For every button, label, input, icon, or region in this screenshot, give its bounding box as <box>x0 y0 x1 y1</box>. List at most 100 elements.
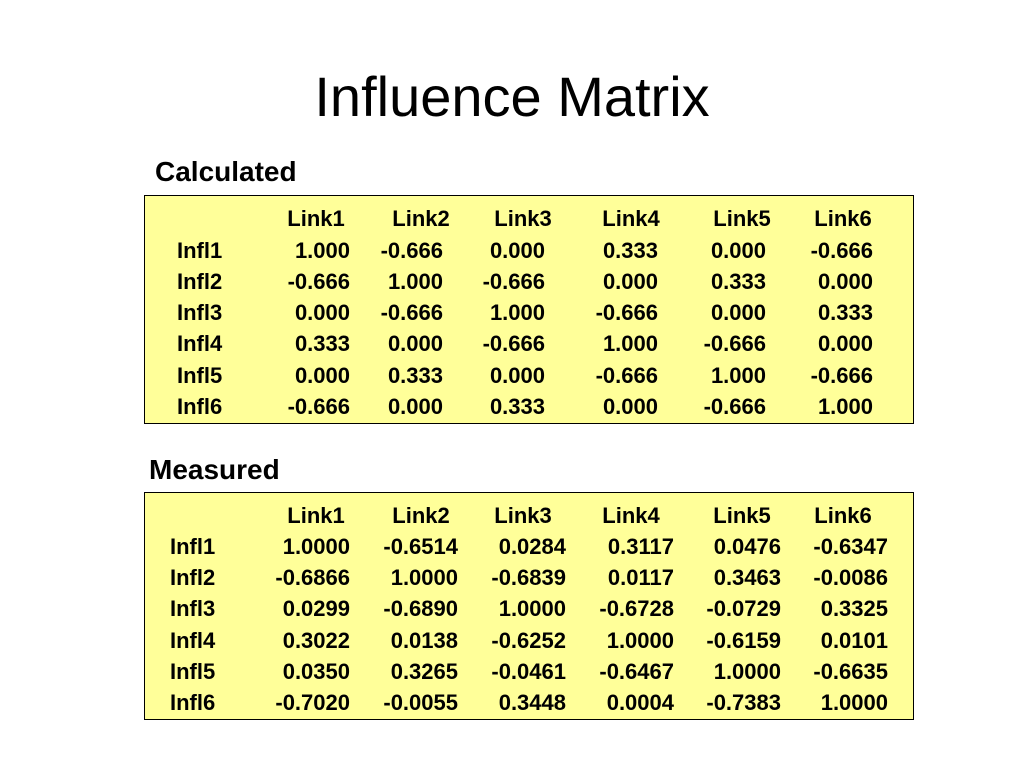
matrix-cell: 0.0117 <box>607 565 674 590</box>
column-header: Link2 <box>392 503 450 528</box>
matrix-cell: 1.000 <box>817 394 873 419</box>
matrix-cell: -0.6159 <box>706 628 781 653</box>
matrix-row: Infl4 0.3022 0.0138 -0.6252 1.0000 -0.6159 0.0… <box>145 625 913 657</box>
matrix-cell: 0.000 <box>294 300 350 325</box>
matrix-cell: 1.000 <box>387 269 443 294</box>
matrix-row: Infl2 -0.666 1.000 -0.666 0.000 0.333 0.000 <box>145 266 913 298</box>
matrix-cell: -0.6728 <box>599 596 674 621</box>
matrix-cell: 1.0000 <box>606 628 674 653</box>
row-label: Infl1 <box>177 238 223 263</box>
matrix-cell: 0.000 <box>387 331 443 356</box>
matrix-cell: 1.0000 <box>820 690 888 715</box>
matrix-cell: -0.666 <box>810 238 873 263</box>
slide-title: Influence Matrix <box>314 65 710 128</box>
matrix-row: Infl2 -0.6866 1.0000 -0.6839 0.0117 0.3463 -0.… <box>145 562 913 594</box>
matrix-cell: -0.666 <box>287 269 350 294</box>
matrix-row: Infl1 1.000 -0.666 0.000 0.333 0.000 -0.666 <box>145 235 913 267</box>
matrix-cell: -0.6467 <box>599 659 674 684</box>
matrix-cell: 0.333 <box>489 394 545 419</box>
matrix-cell: -0.6252 <box>491 628 566 653</box>
matrix-cell: -0.6635 <box>813 659 888 684</box>
column-header: Link3 <box>494 503 552 528</box>
matrix-cell: -0.666 <box>380 238 443 263</box>
matrix-cell: -0.7383 <box>706 690 781 715</box>
matrix-cell: 0.3325 <box>820 596 888 621</box>
matrix-cell: -0.0461 <box>491 659 566 684</box>
matrix-cell: -0.6866 <box>275 565 350 590</box>
column-header: Link3 <box>494 206 552 231</box>
row-label: Infl6 <box>170 690 216 715</box>
matrix-cell: 1.0000 <box>498 596 566 621</box>
matrix-cell: -0.0086 <box>813 565 888 590</box>
row-label: Infl2 <box>177 269 223 294</box>
matrix-row: Infl4 0.333 0.000 -0.666 1.000 -0.666 0.000 <box>145 328 913 360</box>
matrix-cell: -0.7020 <box>275 690 350 715</box>
row-label: Infl4 <box>170 628 216 653</box>
matrix-cell: -0.666 <box>482 331 545 356</box>
matrix-row: Infl3 0.0299 -0.6890 1.0000 -0.6728 -0.0729 0.… <box>145 593 913 625</box>
matrix-row: Infl5 0.0350 0.3265 -0.0461 -0.6467 1.0000 -0.… <box>145 656 913 688</box>
matrix-cell: -0.666 <box>810 363 873 388</box>
matrix-cell: 0.333 <box>387 363 443 388</box>
matrix-cell: 0.000 <box>294 363 350 388</box>
matrix-cell: 0.333 <box>602 238 658 263</box>
matrix-cell: 0.3265 <box>390 659 458 684</box>
row-label: Infl5 <box>177 363 223 388</box>
matrix-cell: 0.000 <box>387 394 443 419</box>
matrix-cell: 1.000 <box>489 300 545 325</box>
matrix-row: Infl3 0.000 -0.666 1.000 -0.666 0.000 0.333 <box>145 297 913 329</box>
matrix-cell: -0.666 <box>482 269 545 294</box>
matrix-cell: 0.000 <box>710 238 766 263</box>
matrix-cell: 0.333 <box>817 300 873 325</box>
row-label: Infl1 <box>170 534 216 559</box>
matrix-cell: -0.6347 <box>813 534 888 559</box>
matrix-row: Infl6 -0.7020 -0.0055 0.3448 0.0004 -0.7383 1.… <box>145 687 913 719</box>
column-header: Link4 <box>602 206 660 231</box>
matrix-cell: 1.0000 <box>282 534 350 559</box>
matrix-cell: 0.3463 <box>713 565 781 590</box>
matrix-header-row: Link1 Link2 Link3 Link4 Link5 Link6 <box>145 203 913 235</box>
matrix-cell: 0.000 <box>817 269 873 294</box>
calculated-label: Calculated <box>155 156 297 187</box>
matrix-cell: -0.666 <box>703 331 766 356</box>
column-header: Link6 <box>814 503 872 528</box>
matrix-cell: 0.0299 <box>282 596 350 621</box>
matrix-cell: -0.0055 <box>383 690 458 715</box>
matrix-cell: -0.0729 <box>706 596 781 621</box>
matrix-cell: 0.000 <box>710 300 766 325</box>
calculated-matrix: Link1 Link2 Link3 Link4 Link5 Link6 Infl1 1.000… <box>144 195 914 424</box>
matrix-cell: 0.3022 <box>282 628 350 653</box>
matrix-cell: 0.000 <box>489 363 545 388</box>
matrix-cell: 0.0138 <box>390 628 458 653</box>
row-label: Infl4 <box>177 331 223 356</box>
matrix-cell: -0.666 <box>595 300 658 325</box>
matrix-cell: -0.6514 <box>383 534 458 559</box>
measured-label: Measured <box>149 454 280 485</box>
column-header: Link1 <box>287 206 345 231</box>
matrix-cell: 0.3448 <box>498 690 566 715</box>
matrix-cell: 0.3117 <box>607 534 674 559</box>
matrix-row: Infl1 1.0000 -0.6514 0.0284 0.3117 0.0476 -0.6… <box>145 531 913 563</box>
matrix-cell: 0.0004 <box>606 690 674 715</box>
column-header: Link1 <box>287 503 345 528</box>
matrix-cell: 0.333 <box>710 269 766 294</box>
matrix-cell: -0.666 <box>287 394 350 419</box>
row-label: Infl2 <box>170 565 216 590</box>
column-header: Link2 <box>392 206 450 231</box>
measured-matrix: Link1 Link2 Link3 Link4 Link5 Link6 Infl1 1.000… <box>144 492 914 720</box>
row-label: Infl3 <box>170 596 216 621</box>
column-header: Link6 <box>814 206 872 231</box>
matrix-cell: 1.000 <box>602 331 658 356</box>
matrix-cell: 1.000 <box>710 363 766 388</box>
matrix-cell: 0.0350 <box>282 659 350 684</box>
row-label: Infl5 <box>170 659 216 684</box>
matrix-cell: 1.000 <box>294 238 350 263</box>
matrix-header-row: Link1 Link2 Link3 Link4 Link5 Link6 <box>145 500 913 532</box>
column-header: Link5 <box>713 503 771 528</box>
column-header: Link4 <box>602 503 660 528</box>
matrix-cell: 0.333 <box>294 331 350 356</box>
matrix-cell: 1.0000 <box>390 565 458 590</box>
matrix-cell: 0.000 <box>489 238 545 263</box>
matrix-cell: 0.000 <box>602 269 658 294</box>
matrix-cell: -0.6890 <box>383 596 458 621</box>
